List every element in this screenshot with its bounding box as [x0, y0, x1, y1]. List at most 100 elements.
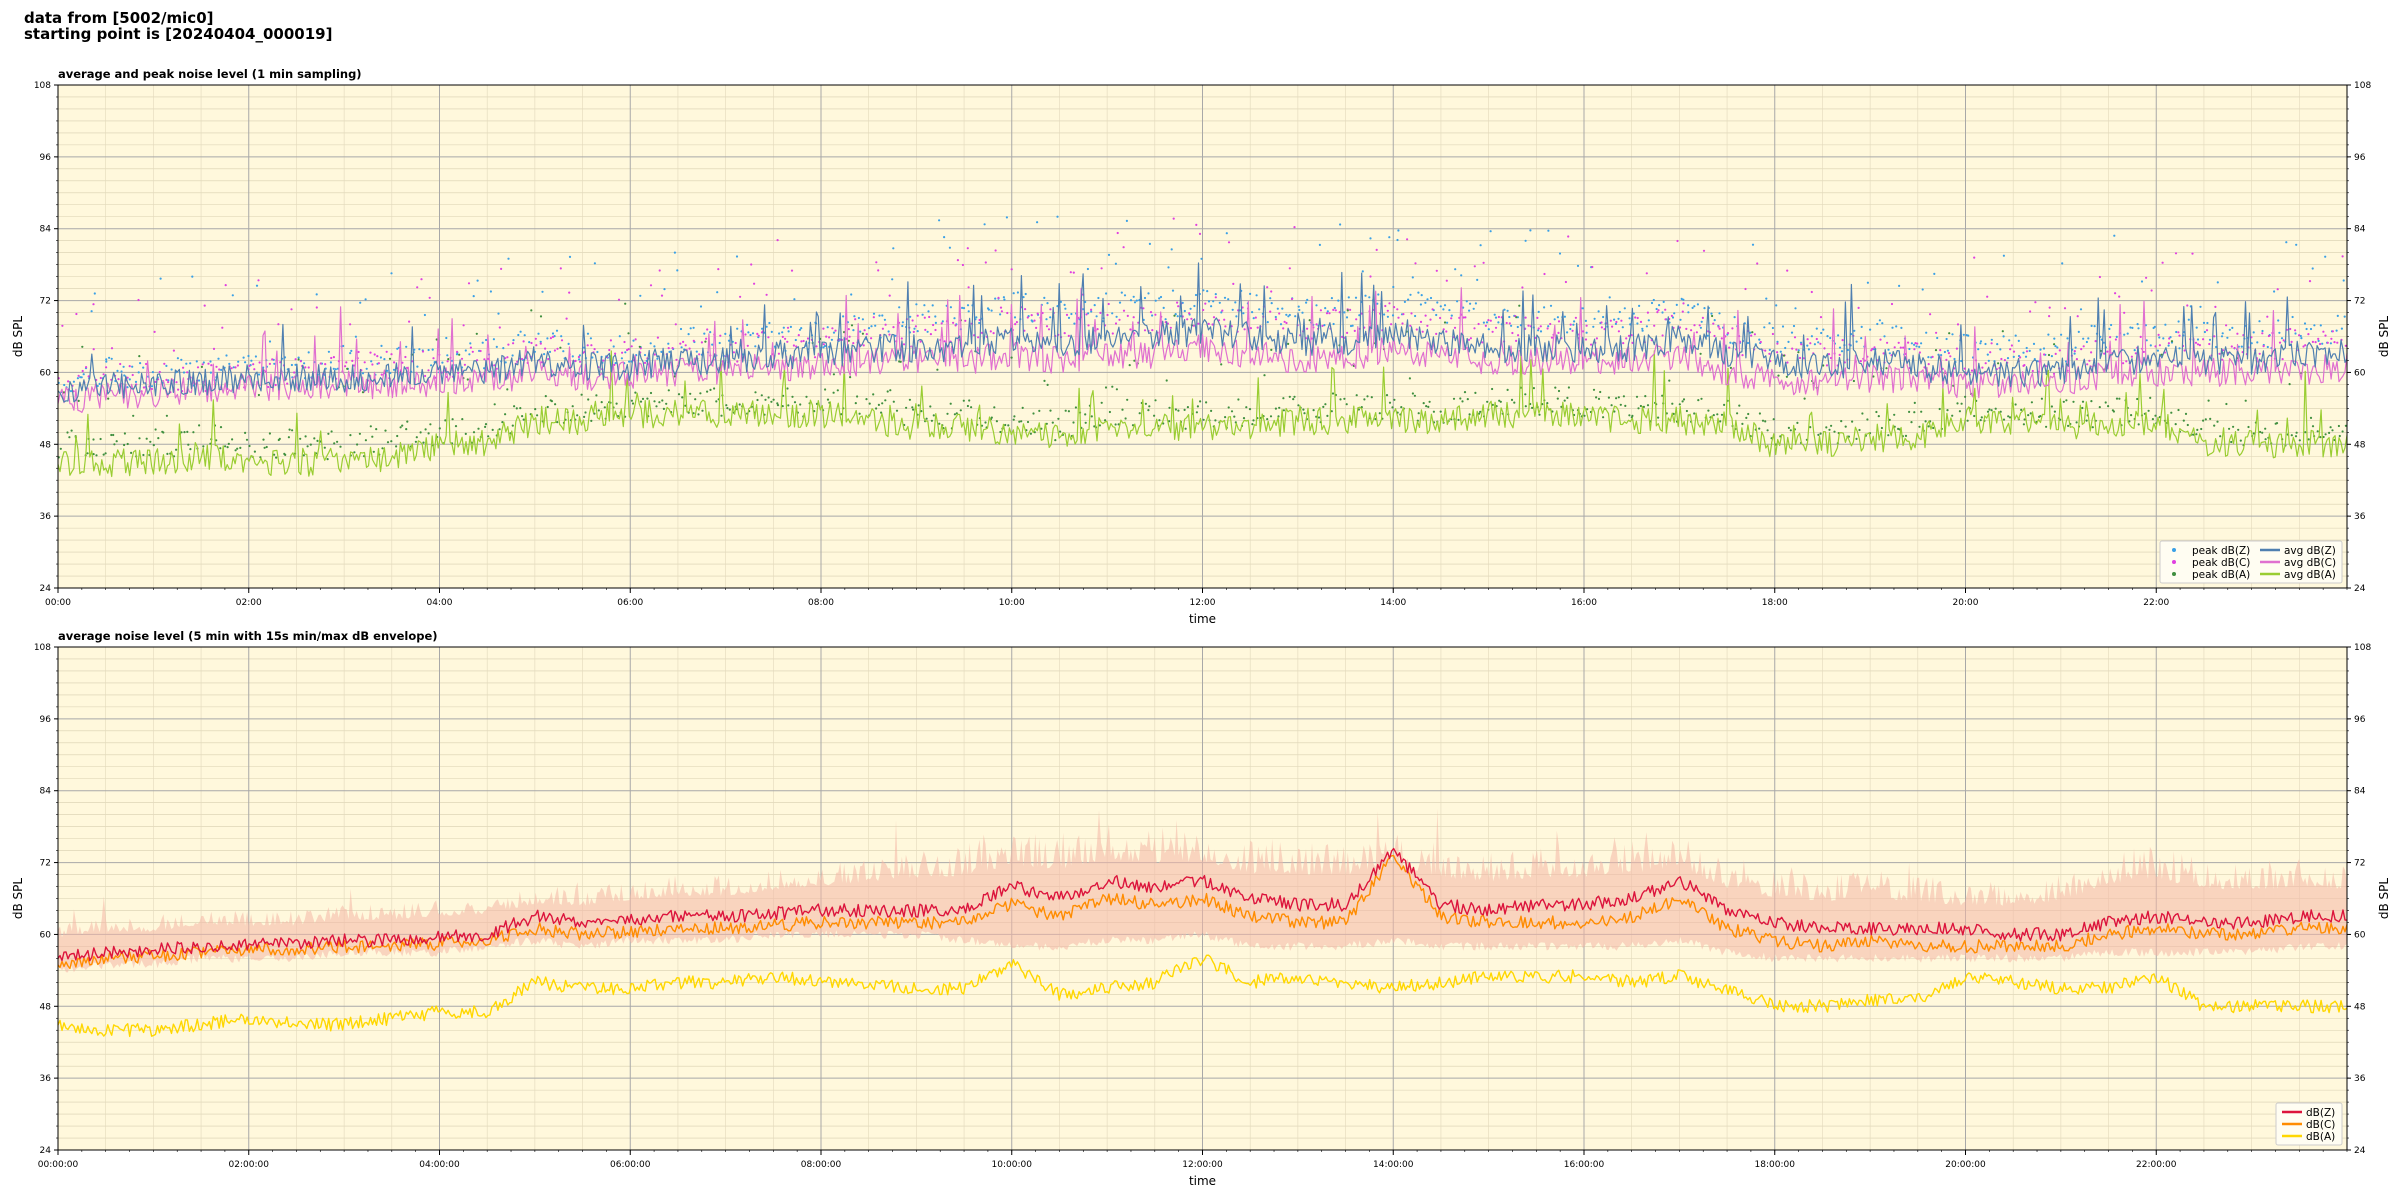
scatter-point — [2158, 344, 2161, 347]
scatter-point — [369, 425, 372, 428]
scatter-point — [467, 282, 471, 285]
scatter-point — [1133, 301, 1137, 304]
scatter-point — [1167, 266, 1170, 269]
scatter-point — [925, 417, 928, 420]
scatter-point — [1549, 304, 1553, 307]
scatter-point — [2336, 314, 2339, 317]
scatter-point — [349, 352, 352, 355]
scatter-point — [1072, 271, 1075, 274]
scatter-point — [1751, 331, 1754, 334]
scatter-point — [1758, 412, 1761, 415]
scatter-point — [1391, 314, 1395, 317]
scatter-point — [653, 353, 656, 356]
scatter-point — [2278, 331, 2281, 334]
scatter-point — [1700, 320, 1703, 323]
scatter-point — [2169, 336, 2172, 339]
scatter-point — [1040, 427, 1043, 430]
scatter-point — [1046, 383, 1049, 386]
scatter-point — [847, 328, 850, 331]
scatter-point — [1030, 314, 1033, 317]
scatter-point — [1807, 348, 1810, 351]
scatter-point — [1973, 414, 1976, 418]
scatter-point — [1869, 328, 1872, 331]
scatter-point — [1602, 416, 1605, 419]
scatter-point — [1638, 304, 1641, 307]
scatter-point — [912, 330, 915, 333]
scatter-point — [2006, 357, 2010, 360]
scatter-point — [85, 366, 88, 369]
scatter-point — [1326, 310, 1329, 313]
scatter-point — [237, 360, 240, 363]
scatter-point — [1237, 398, 1240, 401]
scatter-point — [1122, 246, 1125, 249]
scatter-point — [523, 334, 526, 337]
scatter-point — [674, 323, 677, 326]
scatter-point — [1049, 316, 1052, 319]
scatter-point — [1073, 322, 1076, 325]
scatter-point — [720, 414, 723, 417]
scatter-point — [359, 301, 362, 304]
scatter-point — [137, 298, 140, 302]
scatter-point — [182, 371, 186, 374]
scatter-point — [858, 412, 861, 415]
scatter-point — [304, 435, 307, 438]
scatter-point — [236, 364, 239, 367]
scatter-point — [751, 332, 755, 335]
y-tick-label: 108 — [34, 81, 51, 91]
scatter-point — [1979, 340, 1983, 343]
scatter-point — [2017, 339, 2020, 342]
scatter-point — [297, 358, 300, 361]
scatter-point — [556, 421, 559, 424]
scatter-point — [1527, 324, 1530, 327]
scatter-point — [277, 323, 280, 326]
scatter-point — [1693, 305, 1696, 308]
scatter-point — [1227, 298, 1230, 301]
scatter-point — [786, 387, 789, 390]
scatter-point — [1177, 305, 1180, 308]
scatter-point — [353, 451, 356, 454]
scatter-point — [1756, 262, 1759, 265]
scatter-point — [824, 388, 827, 391]
scatter-point — [307, 366, 310, 369]
scatter-point — [1214, 293, 1217, 296]
scatter-point — [112, 433, 115, 437]
scatter-point — [884, 399, 887, 402]
scatter-point — [786, 340, 789, 343]
scatter-point — [1700, 397, 1703, 400]
scatter-point — [822, 346, 825, 349]
scatter-point — [1290, 297, 1294, 301]
scatter-point — [2133, 349, 2136, 352]
x-tick-label: 06:00:00 — [610, 1160, 651, 1170]
scatter-point — [1252, 317, 1255, 320]
legend-label: avg dB(A) — [2284, 569, 2336, 581]
scatter-point — [1285, 321, 1288, 325]
scatter-point — [628, 360, 631, 363]
scatter-point — [927, 310, 930, 313]
scatter-point — [964, 319, 967, 322]
scatter-point — [764, 398, 767, 401]
scatter-point — [2134, 352, 2137, 355]
scatter-point — [1970, 369, 1974, 372]
scatter-point — [1171, 289, 1175, 292]
scatter-point — [891, 278, 894, 281]
scatter-point — [689, 327, 692, 330]
scatter-point — [1417, 412, 1420, 415]
scatter-point — [1007, 424, 1010, 427]
scatter-point — [1897, 341, 1900, 344]
scatter-point — [131, 365, 134, 368]
scatter-point — [306, 445, 309, 448]
scatter-point — [800, 327, 803, 330]
scatter-point — [832, 373, 836, 376]
scatter-point — [1032, 412, 1035, 415]
scatter-point — [1200, 257, 1203, 260]
scatter-point — [1486, 400, 1489, 403]
scatter-point — [2316, 430, 2319, 433]
scatter-point — [2247, 425, 2250, 429]
scatter-point — [1566, 331, 1569, 334]
scatter-point — [1033, 319, 1036, 322]
scatter-point — [1949, 355, 1952, 358]
header-source: data from [5002/mic0] — [24, 9, 214, 27]
scatter-point — [1738, 404, 1741, 407]
scatter-point — [1635, 395, 1639, 398]
scatter-point — [349, 434, 352, 437]
